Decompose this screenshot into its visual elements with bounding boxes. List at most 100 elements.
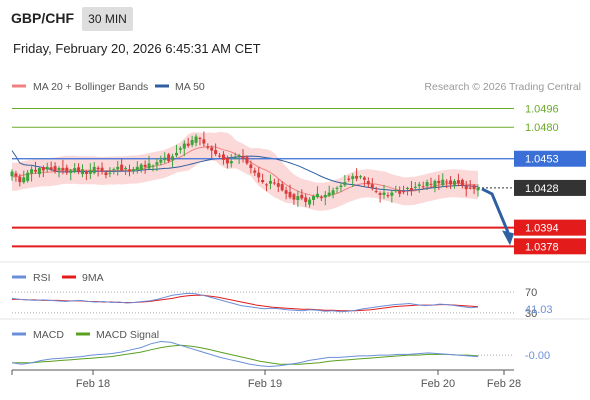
candle-body [355, 175, 359, 179]
candle-body [362, 177, 366, 180]
candle-body [433, 180, 437, 188]
candle-body [151, 165, 155, 167]
candle-body [92, 166, 96, 174]
macd-panel: -0.00 [11, 340, 550, 368]
candle-body [398, 190, 402, 194]
candle-body [96, 167, 100, 170]
candle-body [127, 169, 131, 172]
candle-body [139, 164, 143, 171]
candle-body [315, 193, 319, 198]
candle-body [261, 179, 265, 183]
candle-body [37, 168, 41, 175]
rsi-level-label: 70 [525, 287, 537, 299]
candle-body [221, 154, 225, 160]
candle-body [359, 176, 363, 178]
candle-body [18, 176, 22, 183]
rsi-ma-line [12, 294, 479, 312]
candle-body [84, 171, 88, 174]
candle-body [135, 166, 139, 170]
candle-body [421, 186, 425, 188]
candle-body [280, 184, 284, 191]
candle-body [22, 177, 26, 183]
candle-body [402, 191, 406, 193]
candle-body [218, 155, 222, 157]
candle-body [257, 172, 261, 178]
candle-body [120, 164, 124, 171]
candle-body [292, 194, 296, 200]
candle-body [206, 146, 210, 148]
candle-body [190, 140, 194, 145]
timeframe-button[interactable]: 30 MIN [82, 7, 133, 31]
candle-body [390, 192, 394, 196]
candle-body [65, 167, 69, 173]
candle-body [178, 148, 182, 150]
candle-body [449, 180, 453, 185]
candle-body [312, 196, 316, 200]
candle-body [319, 197, 323, 199]
level-label: 1.0453 [525, 154, 559, 166]
candle-body [171, 156, 175, 161]
candle-body [77, 167, 81, 172]
pivot-level-tag [514, 150, 586, 167]
candle-body [186, 143, 190, 146]
support-level-tag [514, 238, 586, 255]
candle-body [73, 168, 77, 172]
x-tick-label: Feb 18 [76, 378, 110, 390]
candle-body [339, 185, 343, 188]
candle-body [174, 152, 178, 156]
level-label: 1.0480 [525, 122, 559, 134]
candle-body [41, 166, 45, 171]
candle-body [33, 169, 37, 172]
level-label: 1.0428 [525, 183, 559, 195]
candle-body [225, 157, 229, 164]
macd-line [11, 340, 479, 368]
candle-body [265, 184, 269, 186]
candle-body [409, 188, 413, 191]
legend-ma50-label: MA 50 [175, 81, 205, 93]
x-tick-label: Feb 20 [421, 378, 455, 390]
macd-current-value: -0.00 [525, 350, 550, 362]
candle-body [214, 150, 218, 155]
candle-body [229, 161, 233, 164]
forecast-arrow [481, 187, 510, 233]
candle-body [347, 178, 351, 180]
candle-body [406, 187, 410, 189]
candle-body [366, 181, 370, 185]
candle-body [241, 155, 245, 159]
current-level-tag [514, 179, 586, 196]
candle-body [335, 187, 339, 189]
candle-body [425, 182, 429, 187]
candle-body [374, 191, 378, 193]
candle-body [249, 164, 253, 169]
candle-body [253, 170, 257, 173]
candle-body [453, 180, 457, 185]
candle-body [112, 169, 116, 171]
candle-body [472, 185, 476, 190]
candle-body [124, 168, 128, 170]
candle-body [296, 196, 300, 201]
candle-body [194, 136, 198, 143]
candle-body [300, 194, 304, 199]
candle-body [26, 172, 30, 181]
timestamp-label: Friday, February 20, 2026 6:45:31 AM CET [13, 41, 261, 56]
candle-body [155, 162, 159, 165]
candle-body [30, 169, 34, 174]
rsi-level-label: 30 [525, 308, 537, 320]
candle-body [10, 171, 14, 177]
support-level-tag [514, 219, 586, 236]
candle-body [288, 191, 292, 198]
candle-body [69, 170, 73, 173]
candle-body [131, 169, 135, 171]
candle-body [323, 194, 327, 198]
candle-body [437, 180, 441, 184]
candle-body [378, 193, 382, 195]
candle-body [284, 190, 288, 194]
candle-body [441, 179, 445, 186]
candle-body [233, 157, 237, 159]
candle-body [429, 183, 433, 185]
legend-macd-signal-label: MACD Signal [96, 329, 159, 341]
candle-body [14, 173, 18, 177]
